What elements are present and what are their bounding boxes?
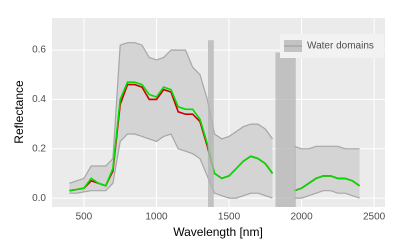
series-line bbox=[69, 133, 360, 199]
y-tick-label: 0.2 bbox=[32, 143, 46, 154]
water-domain bbox=[275, 52, 296, 208]
series-line bbox=[69, 81, 361, 192]
x-axis-title: Wavelength [nm] bbox=[173, 225, 263, 239]
envelope-area bbox=[69, 42, 360, 199]
legend-label: Water domains bbox=[307, 41, 374, 52]
x-tick-label: 1000 bbox=[145, 212, 168, 223]
x-tick-label: 2500 bbox=[363, 212, 386, 223]
x-tick-label: 500 bbox=[76, 212, 93, 223]
y-axis-title: Reflectance bbox=[12, 80, 26, 144]
series-line bbox=[69, 42, 360, 184]
x-tick-label: 2000 bbox=[290, 212, 313, 223]
water-domain bbox=[207, 40, 214, 207]
y-tick-label: 0.4 bbox=[32, 94, 46, 105]
y-tick-label: 0.6 bbox=[32, 45, 46, 56]
x-tick-label: 1500 bbox=[218, 212, 241, 223]
y-tick-label: 0.0 bbox=[32, 193, 46, 204]
